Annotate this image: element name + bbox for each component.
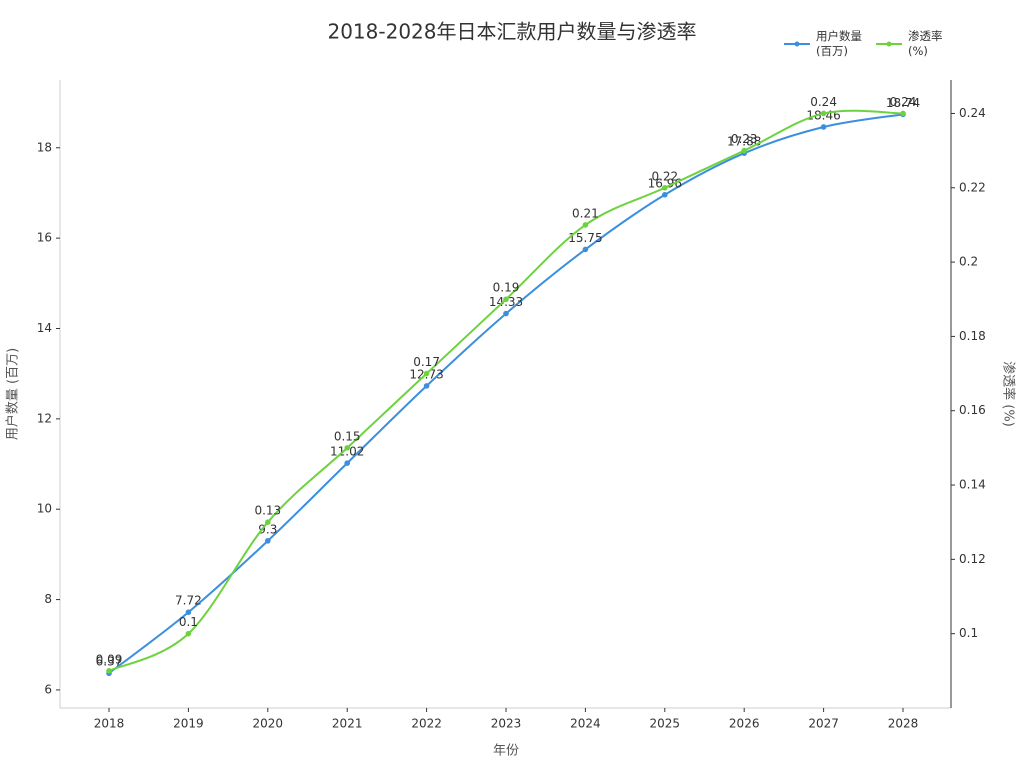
data-point <box>344 445 351 451</box>
data-label: 0.09 <box>96 652 123 666</box>
x-tick-label: 2025 <box>650 717 681 731</box>
data-label: 0.24 <box>810 95 837 109</box>
x-tick-label: 2018 <box>94 717 125 731</box>
data-point <box>820 124 827 130</box>
data-point <box>662 184 668 191</box>
data-label: 0.19 <box>493 281 520 295</box>
data-label: 17.88 <box>727 135 761 149</box>
y-tick-label: 8 <box>44 592 52 606</box>
data-label: 0.24 <box>890 95 917 109</box>
y-tick-label: 16 <box>37 231 52 245</box>
data-point <box>106 668 112 674</box>
x-tick-label: 2028 <box>888 717 919 731</box>
data-point <box>265 538 271 544</box>
x-tick-label: 2027 <box>808 717 839 731</box>
data-point <box>423 370 430 377</box>
x-tick-label: 2023 <box>491 717 522 731</box>
data-point <box>503 296 509 303</box>
data-label: 0.17 <box>413 355 440 369</box>
x-axis-label: 年份 <box>493 744 519 759</box>
data-label: 0.13 <box>254 504 281 518</box>
x-tick-label: 2026 <box>729 717 760 731</box>
data-label: 16.96 <box>648 176 682 190</box>
y-tick-label: 10 <box>37 502 52 516</box>
data-label: 7.72 <box>175 594 202 608</box>
x-tick-label: 2024 <box>570 717 601 731</box>
data-point <box>503 310 509 317</box>
x-tick-label: 2021 <box>332 717 363 731</box>
data-label: 0.21 <box>572 206 599 220</box>
series-line <box>108 113 904 675</box>
y2-axis-label: 渗透率 (%) <box>1001 361 1017 427</box>
y2-tick-label: 0.22 <box>959 180 986 194</box>
y2-tick-label: 0.2 <box>959 255 978 269</box>
y2-tick-label: 0.18 <box>959 329 986 343</box>
data-point <box>582 246 589 253</box>
data-point <box>662 191 668 198</box>
data-point <box>185 609 192 616</box>
y2-tick-label: 0.16 <box>959 403 986 417</box>
data-label: 18.74 <box>886 96 920 110</box>
data-point <box>582 222 589 228</box>
y-tick-label: 6 <box>44 682 52 696</box>
data-point <box>423 383 430 389</box>
y-tick-label: 12 <box>37 411 52 425</box>
legend-label: 用户数量 (百万) <box>816 29 862 58</box>
y-tick-label: 14 <box>37 321 52 335</box>
legend-marker <box>886 41 892 47</box>
data-label: 0.22 <box>651 169 678 183</box>
y2-tick-label: 0.12 <box>959 552 986 566</box>
y2-tick-label: 0.14 <box>959 478 986 492</box>
data-point <box>265 519 271 526</box>
y2-tick-label: 0.24 <box>959 106 986 120</box>
series-line <box>108 109 904 672</box>
data-label: 0.23 <box>731 132 758 146</box>
y-axis-label: 用户数量 (百万) <box>5 348 21 440</box>
data-point <box>900 110 906 117</box>
y-tick-label: 18 <box>37 140 52 154</box>
data-label: 15.75 <box>568 231 602 245</box>
x-tick-label: 2019 <box>173 717 204 731</box>
data-point <box>185 630 192 637</box>
data-label: 6.37 <box>96 655 123 669</box>
legend-marker <box>794 41 800 47</box>
chart-title: 2018-2028年日本汇款用户数量与渗透率 <box>327 20 696 44</box>
data-point <box>820 110 827 117</box>
x-tick-label: 2022 <box>411 717 442 731</box>
data-label: 0.15 <box>334 429 361 443</box>
data-point <box>741 147 747 154</box>
x-tick-label: 2020 <box>253 717 284 731</box>
data-label: 0.1 <box>179 615 198 629</box>
y2-tick-label: 0.1 <box>959 626 978 640</box>
data-label: 9.3 <box>258 522 277 536</box>
data-label: 14.33 <box>489 295 523 309</box>
legend-label: 渗透率 (%) <box>908 29 943 58</box>
data-point <box>344 460 351 466</box>
